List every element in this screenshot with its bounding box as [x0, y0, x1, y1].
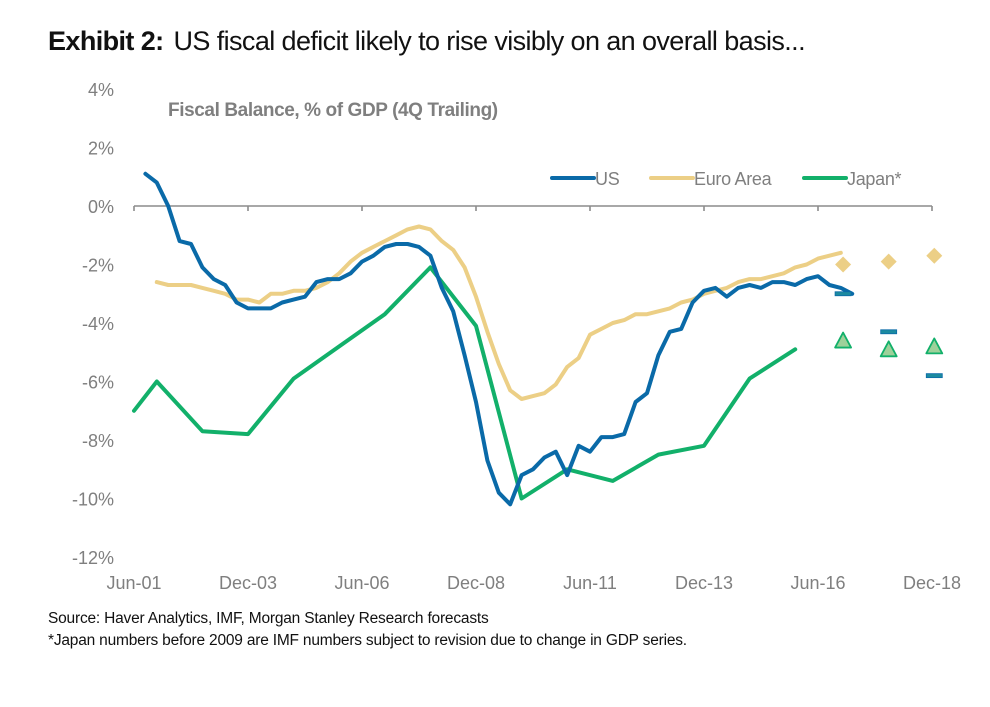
us-forecast-marker — [925, 373, 943, 379]
y-tick-label: -2% — [82, 256, 114, 276]
y-tick-label: 4% — [88, 80, 114, 100]
x-tick-label: Jun-16 — [790, 573, 845, 593]
exhibit-heading: US fiscal deficit likely to rise visibly… — [173, 26, 806, 56]
series-line-us — [143, 171, 855, 507]
japan-forecast-marker — [879, 340, 898, 358]
x-tick-label: Jun-11 — [563, 573, 617, 593]
y-tick-label: -12% — [72, 548, 114, 568]
y-tick-label: -10% — [72, 490, 114, 510]
y-axis: 4% 2% 0% -2% -4% -6% -8% -10% -12% — [72, 80, 114, 568]
legend-label-euro-area: Euro Area — [694, 169, 773, 189]
chart-title: Fiscal Balance, % of GDP (4Q Trailing) — [168, 100, 498, 121]
exhibit-label: Exhibit 2: — [48, 26, 164, 56]
japan-footnote: *Japan numbers before 2009 are IMF numbe… — [48, 632, 687, 649]
legend-label-japan: Japan* — [847, 169, 902, 189]
y-tick-label: -6% — [82, 373, 114, 393]
y-tick-label: -4% — [82, 314, 114, 334]
legend: US Euro Area Japan* — [550, 169, 902, 189]
source-note: Source: Haver Analytics, IMF, Morgan Sta… — [48, 610, 489, 627]
x-axis: Jun-01 Dec-03 Jun-06 Dec-08 Jun-11 Dec-13 Jun-… — [106, 205, 961, 593]
x-tick-label: Jun-01 — [106, 573, 161, 593]
euro-forecast-marker — [880, 253, 897, 270]
legend-label-us: US — [595, 169, 620, 189]
x-tick-label: Jun-06 — [334, 573, 389, 593]
euro-forecast-marker — [835, 256, 852, 273]
y-tick-label: 2% — [88, 139, 114, 159]
y-tick-label: 0% — [88, 197, 114, 217]
series-layer — [132, 171, 855, 507]
japan-forecast-marker — [925, 337, 944, 355]
japan-forecast-marker — [834, 331, 852, 349]
us-forecast-marker — [880, 329, 898, 335]
forecast-layer — [834, 247, 944, 379]
legend-item-japan: Japan* — [802, 169, 902, 189]
x-tick-label: Dec-03 — [219, 573, 277, 593]
fiscal-balance-chart: Fiscal Balance, % of GDP (4Q Trailing) 4… — [72, 80, 961, 593]
x-tick-label: Dec-18 — [903, 573, 961, 593]
x-tick-label: Dec-08 — [447, 573, 505, 593]
legend-item-euro-area: Euro Area — [649, 169, 773, 189]
y-tick-label: -8% — [82, 431, 114, 451]
us-forecast-marker — [834, 291, 852, 297]
legend-item-us: US — [550, 169, 620, 189]
x-tick-label: Dec-13 — [675, 573, 733, 593]
series-line-euro-area — [154, 224, 843, 401]
series-line-japan — [132, 265, 798, 501]
euro-forecast-marker — [926, 247, 943, 264]
exhibit-title: Exhibit 2: US fiscal deficit likely to ri… — [48, 26, 806, 57]
